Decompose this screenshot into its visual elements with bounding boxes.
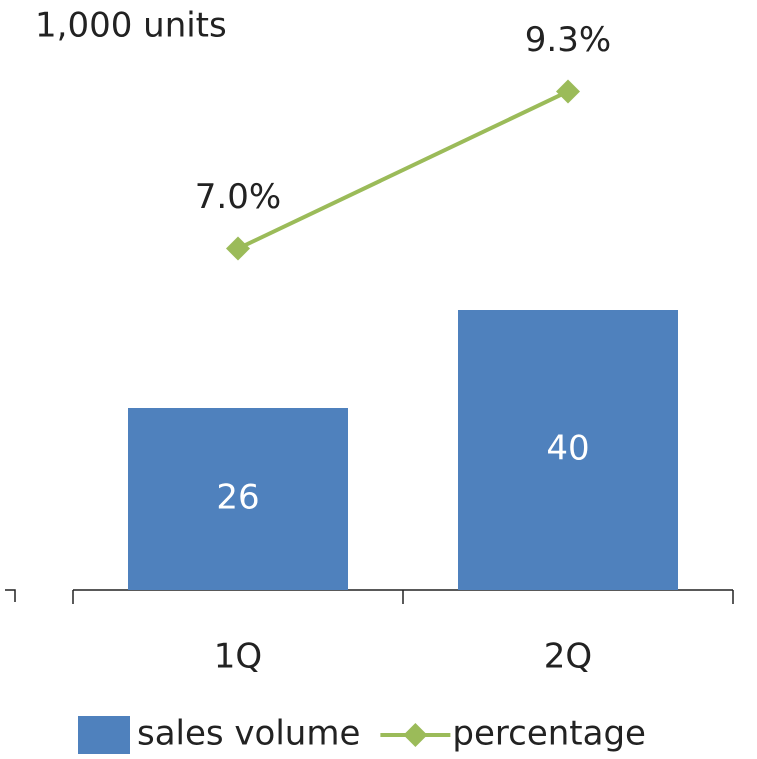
legend-swatch	[78, 716, 130, 754]
legend-marker	[403, 723, 428, 747]
bar-value-label: 26	[216, 478, 259, 518]
bar-value-label: 40	[546, 429, 589, 469]
legend-label: percentage	[452, 714, 646, 754]
axis-stub	[5, 589, 16, 602]
x-tick-label: 2Q	[544, 637, 592, 677]
bar	[458, 310, 678, 590]
x-tick-label: 1Q	[214, 637, 262, 677]
line-value-label: 7.0%	[195, 177, 281, 217]
line-marker	[556, 79, 580, 104]
line-marker	[226, 236, 250, 261]
bar	[128, 408, 348, 590]
line-value-label: 9.3%	[525, 20, 611, 60]
line	[237, 89, 569, 251]
y-axis-label: 1,000 units	[35, 6, 227, 46]
legend-label: sales volume	[137, 714, 360, 754]
